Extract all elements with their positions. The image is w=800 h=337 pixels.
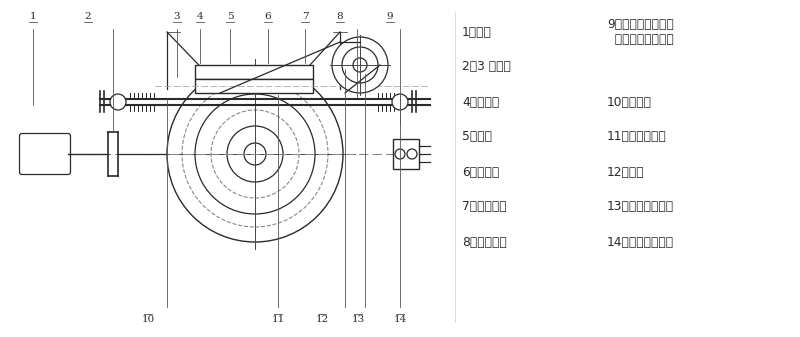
Text: 6、输出轴: 6、输出轴 <box>462 165 499 179</box>
Text: 5、蜗轮: 5、蜗轮 <box>462 130 492 144</box>
Circle shape <box>227 126 283 182</box>
Circle shape <box>244 143 266 165</box>
Text: 11、蜗杆上环槽: 11、蜗杆上环槽 <box>607 130 666 144</box>
Circle shape <box>353 58 367 72</box>
Text: 14: 14 <box>394 315 406 324</box>
Text: 11: 11 <box>271 315 285 324</box>
Text: 4、蜗杆套: 4、蜗杆套 <box>462 95 499 109</box>
Text: 10: 10 <box>142 315 154 324</box>
Text: 7: 7 <box>302 12 308 21</box>
Text: 13、行程控制机构: 13、行程控制机构 <box>607 201 674 214</box>
Text: 1、电机: 1、电机 <box>462 26 492 38</box>
Text: 5: 5 <box>226 12 234 21</box>
Circle shape <box>407 149 417 159</box>
Text: 14、过力矩磹簧组: 14、过力矩磹簧组 <box>607 236 674 248</box>
Text: 12、曲拐: 12、曲拐 <box>607 165 645 179</box>
Text: 2: 2 <box>85 12 91 21</box>
Text: 7、端面齿轮: 7、端面齿轮 <box>462 201 506 214</box>
Text: 10、蜗杆轴: 10、蜗杆轴 <box>607 95 652 109</box>
Circle shape <box>392 94 408 110</box>
Circle shape <box>167 66 343 242</box>
Bar <box>195 65 313 79</box>
Circle shape <box>110 94 126 110</box>
Text: 4: 4 <box>197 12 203 21</box>
Circle shape <box>332 37 388 93</box>
Text: 9: 9 <box>386 12 394 21</box>
Text: 9、行程控制机构和
  可调式开度指示器: 9、行程控制机构和 可调式开度指示器 <box>607 18 674 46</box>
Text: 8: 8 <box>337 12 343 21</box>
Text: 1: 1 <box>30 12 36 21</box>
Circle shape <box>395 149 405 159</box>
Text: 3: 3 <box>174 12 180 21</box>
Text: 6: 6 <box>265 12 271 21</box>
Bar <box>195 79 313 93</box>
Text: 8、行程小齿: 8、行程小齿 <box>462 236 506 248</box>
Bar <box>393 139 419 169</box>
Text: 2、3 正齿轮: 2、3 正齿轮 <box>462 61 511 73</box>
Circle shape <box>195 94 315 214</box>
Circle shape <box>342 47 378 83</box>
Text: 12: 12 <box>315 315 329 324</box>
Text: 13: 13 <box>351 315 365 324</box>
FancyBboxPatch shape <box>19 133 70 175</box>
